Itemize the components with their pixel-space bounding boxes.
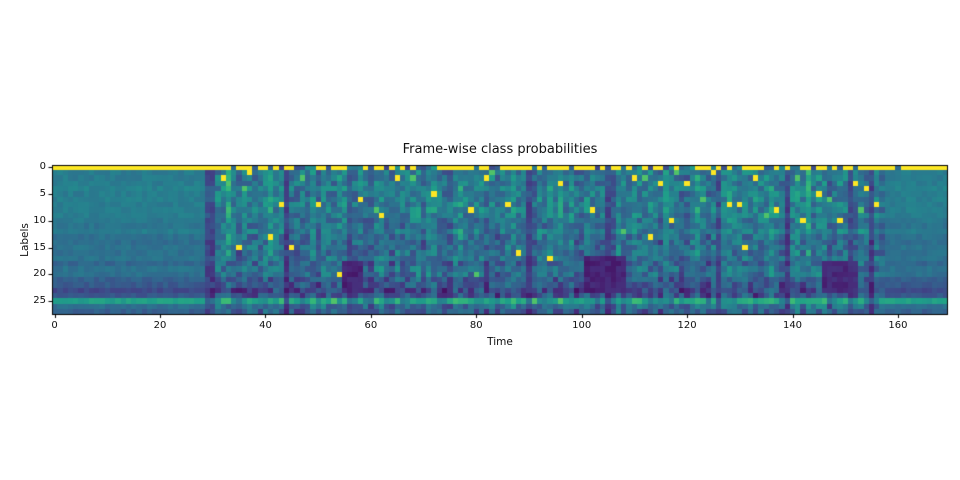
x-tick-label-160: 160 [888,320,908,331]
x-tick-label-120: 120 [677,320,697,331]
x-tick-label-100: 100 [572,320,592,331]
x-tick-label-140: 140 [782,320,803,331]
x-tick-label-40: 40 [259,320,272,331]
x-tick-label-80: 80 [469,320,483,331]
y-tick-label-15: 15 [33,241,46,253]
y-tick-label-20: 20 [33,268,46,280]
chart-title: Frame-wise class probabilities [402,142,598,157]
y-tick-label-5: 5 [39,188,46,199]
x-axis-label: Time [487,336,513,348]
y-tick-label-0: 0 [39,161,46,173]
x-tick-label-60: 60 [364,320,378,331]
y-tick-label-10: 10 [33,214,46,226]
x-tick-label-0: 0 [51,320,58,331]
x-tick-label-20: 20 [153,320,167,331]
y-tick-label-25: 25 [33,295,46,307]
